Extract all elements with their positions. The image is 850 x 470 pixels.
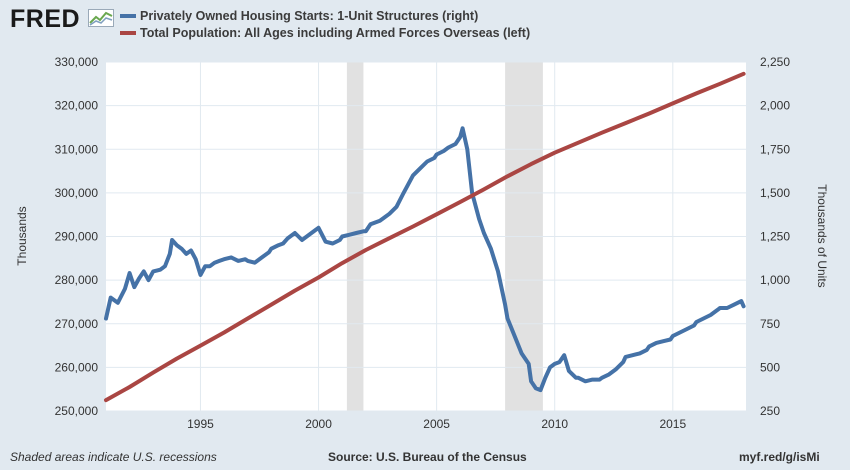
left-tick-label: 300,000 (55, 186, 99, 200)
legend-swatch-population (120, 30, 136, 35)
left-axis-label: Thousands (15, 206, 29, 265)
series-lines (104, 71, 746, 403)
legend-label: Privately Owned Housing Starts: 1-Unit S… (140, 9, 479, 23)
right-tick-label: 2,250 (760, 55, 790, 69)
source-note: Source: U.S. Bureau of the Census (328, 450, 527, 464)
left-tick-label: 250,000 (55, 404, 99, 418)
left-tick-label: 310,000 (55, 142, 99, 156)
right-axis-ticks: 250 500 750 1,000 1,250 1,500 1,750 2,000 2,250 (760, 55, 790, 418)
short-url-link[interactable]: myf.red/g/isMi (739, 450, 820, 464)
left-tick-label: 280,000 (55, 273, 99, 287)
x-tick-label: 2000 (305, 417, 332, 431)
right-tick-label: 1,250 (760, 230, 790, 244)
legend: Privately Owned Housing Starts: 1-Unit S… (120, 8, 530, 42)
x-axis-ticks: 1995 2000 2005 2010 2015 (187, 417, 686, 431)
right-tick-label: 250 (760, 404, 780, 418)
legend-item-housing-starts[interactable]: Privately Owned Housing Starts: 1-Unit S… (120, 8, 530, 25)
right-tick-label: 2,000 (760, 99, 790, 113)
recession-note: Shaded areas indicate U.S. recessions (10, 450, 217, 464)
right-tick-label: 500 (760, 360, 780, 374)
left-tick-label: 330,000 (55, 55, 99, 69)
right-tick-label: 1,000 (760, 273, 790, 287)
right-tick-label: 750 (760, 317, 780, 331)
legend-label: Total Population: All Ages including Arm… (140, 26, 531, 40)
housing-starts-line (104, 126, 746, 393)
fred-logo[interactable]: FRED (10, 5, 81, 33)
x-tick-label: 2010 (541, 417, 568, 431)
population-line (104, 71, 746, 403)
left-tick-label: 290,000 (55, 230, 99, 244)
left-tick-label: 320,000 (55, 99, 99, 113)
gridlines (106, 61, 746, 412)
right-tick-label: 1,750 (760, 142, 790, 156)
legend-item-population[interactable]: Total Population: All Ages including Arm… (120, 25, 530, 42)
x-tick-label: 2005 (423, 417, 450, 431)
left-axis-ticks: 250,000 260,000 270,000 280,000 290,000 300,0… (55, 55, 99, 418)
chart-logo-icon (88, 9, 114, 27)
right-axis-label: Thousands of Units (815, 184, 829, 287)
x-tick-label: 2015 (659, 417, 686, 431)
legend-swatch-housing-starts (120, 13, 136, 18)
right-tick-label: 1,500 (760, 186, 790, 200)
left-tick-label: 260,000 (55, 360, 99, 374)
x-tick-label: 1995 (187, 417, 214, 431)
left-tick-label: 270,000 (55, 317, 99, 331)
